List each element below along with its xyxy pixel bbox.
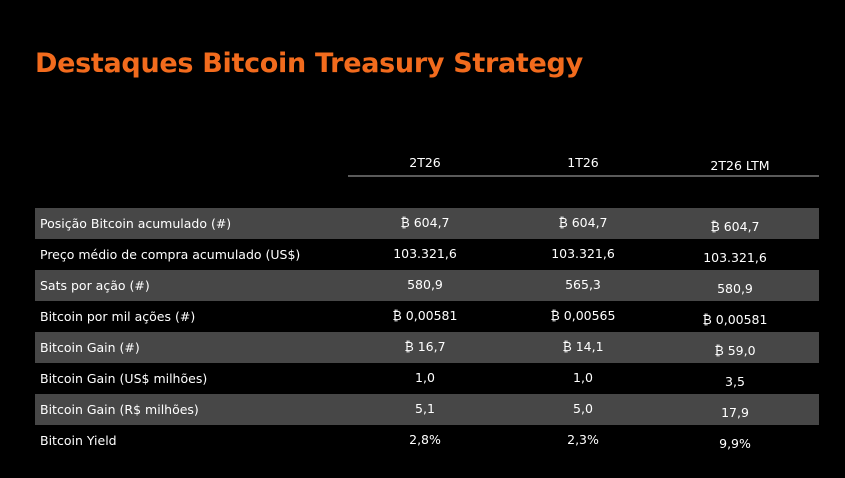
- column-header-2t26: 2T26: [409, 155, 441, 170]
- row-value-col-2: 103.321,6: [551, 246, 615, 261]
- row-label: Sats por ação (#): [40, 278, 150, 293]
- row-value-col-2: ₿ 604,7: [558, 215, 608, 230]
- table-row: Sats por ação (#) 580,9 565,3 580,9: [35, 270, 819, 301]
- row-value-col-3: ₿ 59,0: [714, 343, 756, 358]
- row-value-col-1: 103.321,6: [393, 246, 457, 261]
- row-value-col-1: ₿ 16,7: [404, 339, 446, 354]
- row-value-col-3: 9,9%: [719, 436, 751, 451]
- row-label: Bitcoin por mil ações (#): [40, 309, 196, 324]
- row-value-col-1: 2,8%: [409, 432, 441, 447]
- row-value-col-2: 5,0: [573, 401, 593, 416]
- row-value-col-1: ₿ 604,7: [400, 215, 450, 230]
- row-value-col-3: ₿ 0,00581: [702, 312, 768, 327]
- table-row: Bitcoin Gain (R$ milhões) 5,1 5,0 17,9: [35, 394, 819, 425]
- row-value-col-3: 103.321,6: [703, 250, 767, 265]
- row-value-col-1: 580,9: [407, 277, 443, 292]
- column-header-1t26: 1T26: [567, 155, 599, 170]
- row-value-col-1: 1,0: [415, 370, 435, 385]
- row-value-col-3: 17,9: [721, 405, 749, 420]
- row-value-col-3: 3,5: [725, 374, 745, 389]
- row-value-col-3: ₿ 604,7: [710, 219, 760, 234]
- row-value-col-2: 565,3: [565, 277, 601, 292]
- row-label: Bitcoin Gain (US$ milhões): [40, 371, 208, 386]
- row-label: Bitcoin Yield: [40, 433, 117, 448]
- row-value-col-2: ₿ 14,1: [562, 339, 604, 354]
- row-label: Preço médio de compra acumulado (US$): [40, 247, 301, 262]
- table-row: Bitcoin Gain (#) ₿ 16,7 ₿ 14,1 ₿ 59,0: [35, 332, 819, 363]
- table-row: Bitcoin por mil ações (#) ₿ 0,00581 ₿ 0,00…: [35, 301, 819, 332]
- header-divider: [348, 175, 819, 177]
- row-value-col-1: ₿ 0,00581: [392, 308, 458, 323]
- table-row: Bitcoin Yield 2,8% 2,3% 9,9%: [35, 425, 819, 456]
- row-value-col-1: 5,1: [415, 401, 435, 416]
- row-label: Posição Bitcoin acumulado (#): [40, 216, 232, 231]
- column-header-2t26-ltm: 2T26 LTM: [710, 158, 770, 173]
- row-label: Bitcoin Gain (R$ milhões): [40, 402, 199, 417]
- row-value-col-2: 1,0: [573, 370, 593, 385]
- table-row: Preço médio de compra acumulado (US$) 103…: [35, 239, 819, 270]
- row-label: Bitcoin Gain (#): [40, 340, 140, 355]
- row-value-col-3: 580,9: [717, 281, 753, 296]
- row-value-col-2: 2,3%: [567, 432, 599, 447]
- page-title: Destaques Bitcoin Treasury Strategy: [35, 48, 583, 79]
- table-row: Posição Bitcoin acumulado (#) ₿ 604,7 ₿ 60…: [35, 208, 819, 239]
- table-row: Bitcoin Gain (US$ milhões) 1,0 1,0 3,5: [35, 363, 819, 394]
- row-value-col-2: ₿ 0,00565: [550, 308, 616, 323]
